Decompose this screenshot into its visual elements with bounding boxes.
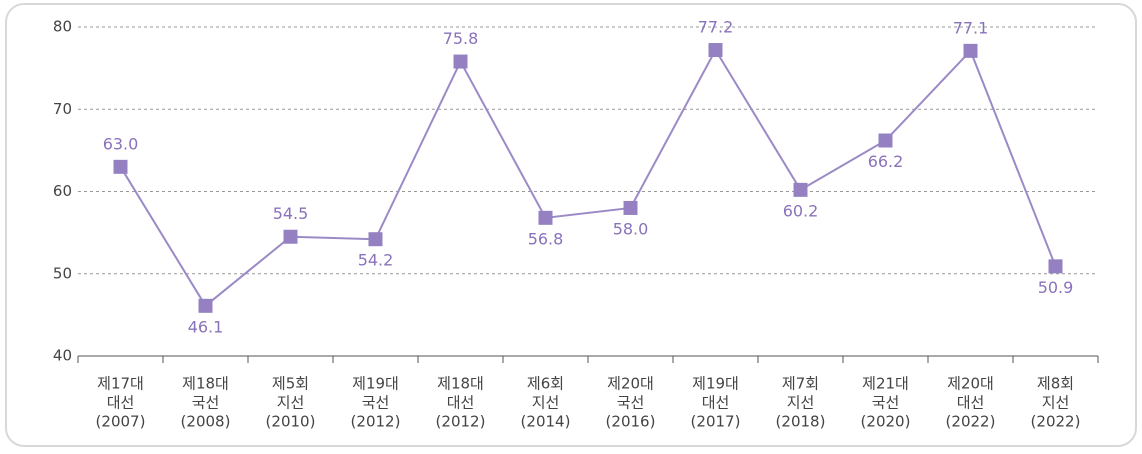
marker [793, 182, 808, 197]
value-label: 58.0 [613, 219, 649, 238]
x-tick-label: 제20대 [607, 375, 654, 393]
x-tick-label: (2014) [521, 413, 571, 431]
marker [538, 210, 553, 225]
x-tick-label: (2012) [351, 413, 401, 431]
value-label: 54.2 [358, 251, 394, 270]
x-tick-label: (2016) [606, 413, 656, 431]
line [119, 48, 1057, 308]
x-tick-label: 국선 [617, 394, 645, 412]
x-tick-label: 지선 [277, 394, 305, 412]
marker [113, 159, 128, 174]
marker [623, 200, 638, 215]
x-tick-label: 제5회 [272, 375, 309, 393]
marker [1048, 259, 1063, 274]
x-tick-label: 제18대 [437, 375, 484, 393]
value-label: 63.0 [103, 134, 139, 153]
value-label: 56.8 [528, 229, 564, 248]
marker [368, 232, 383, 247]
x-tick-label: 제8회 [1037, 375, 1074, 393]
value-label: 46.1 [188, 317, 224, 336]
value-label: 50.9 [1038, 278, 1074, 297]
x-tick-label: 지선 [787, 394, 815, 412]
x-tick-label: (2017) [691, 413, 741, 431]
y-tick-label: 50 [53, 264, 72, 282]
x-tick-label: 지선 [1042, 394, 1070, 412]
x-tick-label: 국선 [192, 394, 220, 412]
y-tick-label: 40 [53, 347, 72, 365]
x-tick-label: 대선 [447, 394, 475, 412]
marker [453, 54, 468, 69]
x-tick-label: (2010) [266, 413, 316, 431]
value-label: 54.5 [273, 204, 309, 223]
marker [963, 43, 978, 58]
x-tick-label: 국선 [872, 394, 900, 412]
x-tick-label: 제19대 [352, 375, 399, 393]
x-tick-label: 대선 [957, 394, 985, 412]
value-label: 77.2 [698, 18, 734, 37]
x-tick-label: (2007) [96, 413, 146, 431]
x-tick-label: 국선 [362, 394, 390, 412]
x-tick-label: 대선 [107, 394, 135, 412]
marker [878, 133, 893, 148]
x-tick-label: 제21대 [862, 375, 909, 393]
x-tick-label: (2012) [436, 413, 486, 431]
y-tick-label: 70 [53, 100, 72, 118]
y-tick-label: 80 [53, 18, 72, 36]
x-tick-label: 제17대 [97, 375, 144, 393]
x-tick-label: (2022) [1031, 413, 1081, 431]
marker [283, 229, 298, 244]
x-tick-label: (2020) [861, 413, 911, 431]
x-tick-label: 지선 [532, 394, 560, 412]
value-label: 60.2 [783, 201, 819, 220]
x-tick-label: 제18대 [182, 375, 229, 393]
y-tick-label: 60 [53, 182, 72, 200]
x-tick-label: 제6회 [527, 375, 564, 393]
marker [708, 43, 723, 58]
x-tick-label: (2018) [776, 413, 826, 431]
value-label: 77.1 [953, 18, 989, 37]
x-tick-label: 제7회 [782, 375, 819, 393]
x-tick-label: 제19대 [692, 375, 739, 393]
chart-frame [5, 3, 1137, 447]
value-label: 75.8 [443, 29, 479, 48]
value-label: 66.2 [868, 152, 904, 171]
marker [198, 298, 213, 313]
x-tick-label: (2022) [946, 413, 996, 431]
x-tick-label: 제20대 [947, 375, 994, 393]
x-tick-label: (2008) [181, 413, 231, 431]
x-tick-label: 대선 [702, 394, 730, 412]
